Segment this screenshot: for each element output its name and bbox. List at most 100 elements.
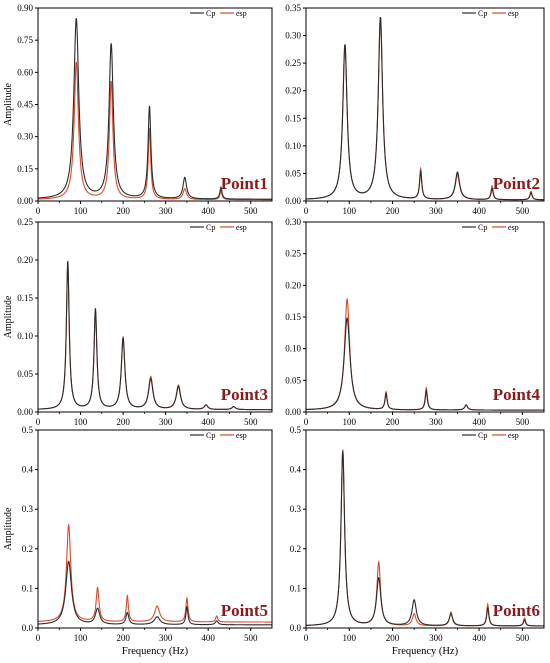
y-tick-label: 0.5 <box>290 425 302 435</box>
x-tick-label: 200 <box>116 633 130 643</box>
y-tick-label: 0.20 <box>285 280 301 290</box>
y-tick-label: 0.00 <box>17 196 33 206</box>
y-tick-label: 0.1 <box>290 583 301 593</box>
y-tick-label: 0.3 <box>22 504 34 514</box>
y-tick-label: 0.2 <box>22 544 33 554</box>
y-tick-label: 0.1 <box>22 583 33 593</box>
legend-label-cp: Cp <box>478 431 487 440</box>
panel-label: Point5 <box>221 601 268 620</box>
legend-label-cp: Cp <box>206 431 215 440</box>
panel-label: Point2 <box>493 174 540 193</box>
x-tick-label: 400 <box>201 206 215 216</box>
series-line-esp <box>38 61 272 201</box>
x-tick-label: 400 <box>201 633 215 643</box>
y-tick-label: 0.25 <box>285 58 301 68</box>
series-line-cp <box>38 560 272 626</box>
y-axis-label: Amplitude <box>3 295 14 338</box>
y-tick-label: 0.05 <box>17 369 33 379</box>
x-tick-label: 500 <box>244 417 258 427</box>
x-tick-label: 0 <box>36 417 41 427</box>
x-tick-label: 200 <box>116 206 130 216</box>
x-tick-label: 200 <box>386 206 400 216</box>
y-tick-label: 0.45 <box>17 100 33 110</box>
series-line-cp <box>38 18 272 200</box>
series-line-cp <box>306 451 544 627</box>
x-tick-label: 0 <box>304 417 309 427</box>
legend-label-esp: esp <box>508 223 519 232</box>
x-tick-label: 0 <box>304 206 309 216</box>
x-tick-label: 400 <box>472 633 486 643</box>
panel-3: 0 100 200 300 400 500 0.00 0.05 0.10 0.15 0.20 0.25… <box>3 217 273 427</box>
y-tick-label: 0.25 <box>17 217 33 227</box>
y-tick-label: 0.75 <box>17 35 33 45</box>
x-tick-label: 100 <box>343 417 357 427</box>
y-tick-label: 0.00 <box>17 407 33 417</box>
x-tick-label: 500 <box>516 206 530 216</box>
panel-2: 0 100 200 300 400 500 0.00 0.05 0.10 0.15 0.20 0.25… <box>285 3 545 216</box>
x-tick-label: 100 <box>74 417 88 427</box>
y-tick-label: 0.60 <box>17 67 33 77</box>
x-tick-label: 500 <box>516 633 530 643</box>
legend-label-esp: esp <box>508 431 519 440</box>
y-tick-label: 0.30 <box>285 217 301 227</box>
panel-label: Point4 <box>493 385 541 404</box>
legend-label-esp: esp <box>236 223 247 232</box>
y-tick-label: 0.4 <box>22 465 34 475</box>
y-tick-label: 0.20 <box>17 255 33 265</box>
x-tick-label: 300 <box>429 206 443 216</box>
x-tick-label: 300 <box>429 633 443 643</box>
y-tick-label: 0.35 <box>285 3 301 13</box>
x-tick-label: 100 <box>74 633 88 643</box>
legend-label-esp: esp <box>508 9 519 18</box>
legend-label-esp: esp <box>236 9 247 18</box>
series-line-esp <box>38 523 272 623</box>
x-tick-label: 500 <box>516 417 530 427</box>
panel-label: Point1 <box>221 174 268 193</box>
y-tick-label: 0.15 <box>285 113 301 123</box>
legend-label-cp: Cp <box>206 223 215 232</box>
legend-label-cp: Cp <box>206 9 215 18</box>
y-tick-label: 0.00 <box>285 196 301 206</box>
x-tick-label: 200 <box>386 417 400 427</box>
y-tick-label: 0.00 <box>285 407 301 417</box>
x-tick-label: 0 <box>36 206 41 216</box>
panel-5: 0 100 200 300 400 500 0.0 0.1 0.2 0.3 0.4 0.5 Amplit… <box>3 425 273 657</box>
legend-label-cp: Cp <box>478 9 487 18</box>
x-tick-label: 0 <box>36 633 41 643</box>
x-tick-label: 100 <box>343 633 357 643</box>
x-tick-label: 200 <box>116 417 130 427</box>
series-line-esp <box>306 16 544 201</box>
y-tick-label: 0.90 <box>17 3 33 13</box>
panel-6: 0 100 200 300 400 500 0.0 0.1 0.2 0.3 0.4 0.5 Freque… <box>290 425 545 657</box>
series-line-cp <box>38 260 272 411</box>
y-tick-label: 0.05 <box>285 375 301 385</box>
x-tick-label: 100 <box>343 206 357 216</box>
y-axis-label: Amplitude <box>3 83 14 126</box>
x-tick-label: 300 <box>159 206 173 216</box>
y-tick-label: 0.10 <box>17 331 33 341</box>
plot-frame <box>37 429 273 629</box>
legend-label-esp: esp <box>236 431 247 440</box>
series-line-cp <box>306 317 544 411</box>
x-tick-label: 100 <box>74 206 88 216</box>
x-axis-label: Frequency (Hz) <box>392 646 459 657</box>
legend-label-cp: Cp <box>478 223 487 232</box>
plot-frame <box>305 429 545 629</box>
x-tick-label: 300 <box>159 633 173 643</box>
x-tick-label: 400 <box>472 206 486 216</box>
x-axis-label: Frequency (Hz) <box>122 646 189 657</box>
x-tick-label: 300 <box>429 417 443 427</box>
x-tick-label: 500 <box>244 206 258 216</box>
series-line-cp <box>306 16 544 201</box>
y-tick-label: 0.15 <box>17 164 33 174</box>
y-tick-label: 0.15 <box>17 293 33 303</box>
y-tick-label: 0.10 <box>285 344 301 354</box>
x-tick-label: 0 <box>304 633 309 643</box>
x-tick-label: 200 <box>386 633 400 643</box>
x-tick-label: 500 <box>244 633 258 643</box>
x-tick-label: 400 <box>201 417 215 427</box>
y-tick-label: 0.4 <box>290 465 302 475</box>
y-axis-label: Amplitude <box>3 507 14 550</box>
y-tick-label: 0.30 <box>285 31 301 41</box>
